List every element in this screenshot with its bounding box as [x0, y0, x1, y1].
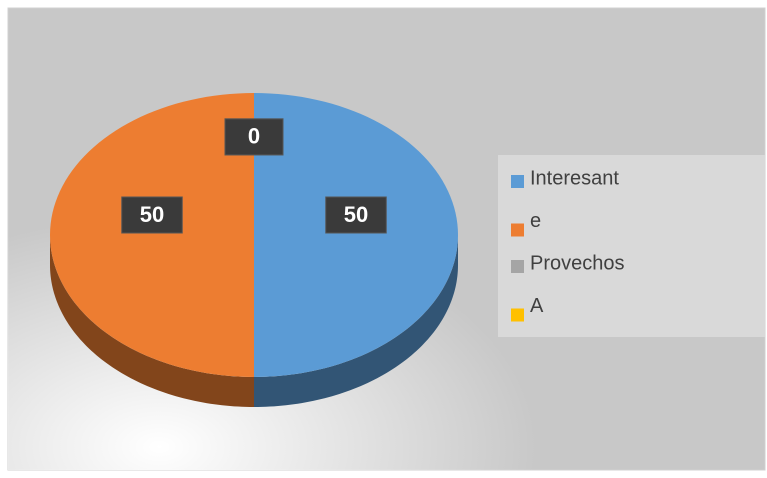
data-label-box: [224, 118, 284, 156]
legend-swatch: [511, 260, 524, 273]
legend-swatch: [511, 308, 524, 322]
legend-swatch: [511, 175, 524, 188]
legend-label: Interesant: [530, 167, 619, 189]
pie-slice: [254, 93, 458, 377]
data-label: 50: [344, 202, 368, 227]
legend-label: Provechos: [530, 252, 625, 274]
legend-label: A: [530, 295, 544, 317]
legend-label: e: [530, 210, 541, 232]
pie-slice-side: [254, 235, 458, 407]
data-label: 50: [140, 202, 164, 227]
pie-slice: [50, 93, 254, 377]
data-label: 0: [248, 124, 260, 149]
data-label-box: [121, 196, 183, 234]
pie-slice-side: [50, 235, 254, 407]
legend-box: [498, 155, 765, 337]
data-label-box: [325, 196, 387, 234]
legend-swatch: [511, 223, 524, 237]
